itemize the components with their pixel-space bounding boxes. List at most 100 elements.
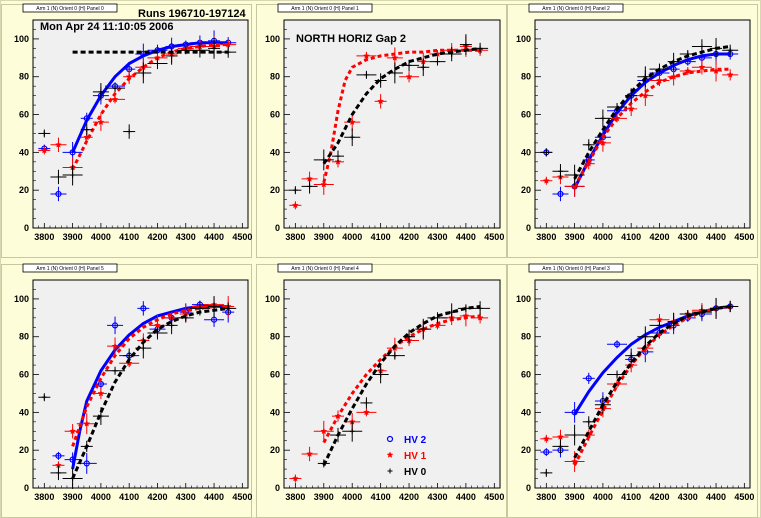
y-tick-label: 100 [265,294,280,304]
x-tick-label: 3800 [536,232,556,242]
x-tick-label: 4500 [734,232,754,242]
x-tick-label: 4300 [176,492,196,502]
data-point-hv2 [55,190,62,198]
y-tick-label: 40 [19,147,29,157]
x-tick-label: 4100 [621,232,641,242]
fit-curve-hv0 [71,306,229,480]
legend-label-hv2: HV 2 [404,435,427,446]
y-tick-label: 20 [270,445,280,455]
data-point-hv1 [405,72,413,80]
data-point-hv2 [83,460,90,467]
y-tick-label: 0 [526,223,531,233]
legend-label-hv1: HV 1 [404,451,427,462]
data-point-hv0 [628,353,634,359]
data-point-hv0 [557,168,563,174]
panel-title-box [277,263,373,273]
x-tick-label: 3900 [314,232,334,242]
data-point-hv1 [320,427,328,435]
data-point-hv0 [98,89,104,95]
data-point-hv0 [292,187,298,193]
panel-border [1,4,252,258]
y-tick-label: 0 [24,483,29,493]
data-point-hv0 [434,315,440,321]
x-tick-label: 4100 [371,492,391,502]
data-point-hv0 [112,85,118,91]
x-tick-label: 4000 [342,232,362,242]
x-tick-label: 4200 [399,492,419,502]
data-point-hv0 [406,62,412,68]
x-tick-label: 4100 [621,492,641,502]
panel-title: Arm 1 (N) Orient 0 (H) Panel 1 [277,3,373,13]
data-point-hv1 [362,52,370,59]
data-point-hv0 [406,334,412,340]
data-point-hv0 [112,368,118,374]
y-tick-label: 80 [521,332,531,342]
x-tick-label: 4200 [649,492,669,502]
x-tick-label: 4500 [232,492,252,502]
x-tick-label: 4300 [427,492,447,502]
panel-border [507,4,758,258]
panel-border [256,4,507,258]
x-tick-label: 4500 [484,492,504,502]
x-tick-label: 4000 [342,492,362,502]
data-point-hv1 [69,427,77,435]
x-tick-label: 4400 [706,492,726,502]
x-tick-label: 4200 [649,232,669,242]
panel-title-text: Arm 1 (N) Orient 0 (H) Panel 3 [542,266,610,272]
x-tick-label: 4300 [427,232,447,242]
y-tick-label: 100 [516,294,531,304]
panel-4: Arm 1 (N) Orient 0 (H) Panel 4 3800 3900 40… [256,263,507,518]
x-tick-label: 4000 [593,232,613,242]
data-point-hv0 [434,59,440,65]
plot-frame [534,279,751,489]
data-point-hv0 [392,70,398,76]
data-point-hv0 [349,428,355,434]
x-tick-label: 4400 [204,232,224,242]
y-tick-label: 80 [19,72,29,82]
data-point-hv0 [586,142,592,148]
series-hv0 [317,301,491,468]
data-point-hv1 [320,180,328,188]
fit-curve-hv2 [71,41,229,154]
panel-0: Arm 1 (N) Orient 0 (H) Panel 0 3800 3900 40… [1,3,252,258]
data-point-hv0 [197,305,203,311]
panel-annotation: NORTH HORIZ Gap 2 [296,33,406,45]
y-tick-label: 40 [270,147,280,157]
data-point-hv0 [543,149,549,155]
data-point-hv0 [699,43,705,49]
data-point-hv0 [126,129,132,135]
x-tick-label: 3800 [285,232,305,242]
y-tick-label: 40 [521,147,531,157]
data-point-hv0 [586,419,592,425]
panel-title-box [277,3,373,13]
data-point-hv0 [140,345,146,351]
y-tick-label: 40 [521,407,531,417]
x-tick-label: 3800 [34,492,54,502]
data-point-hv0 [392,353,398,359]
data-point-hv0 [140,70,146,76]
data-point-hv2 [140,305,147,312]
data-point-hv1 [153,321,161,329]
series-hv0 [38,37,237,186]
panel-2: Arm 1 (N) Orient 0 (H) Panel 2 3800 3900 40… [507,3,758,258]
x-tick-label: 4400 [706,232,726,242]
y-tick-label: 100 [516,34,531,44]
x-tick-label: 4400 [456,232,476,242]
data-point-hv0 [197,47,203,53]
fit-curve-hv0 [573,305,731,459]
x-tick-label: 4100 [371,232,391,242]
panel-title-box [528,3,624,13]
fit-curve-hv1 [322,48,481,183]
y-tick-label: 20 [19,185,29,195]
legend-marker-hv2 [386,435,394,443]
data-point-hv1 [391,54,399,61]
data-point-hv1 [111,95,119,103]
data-point-hv0 [420,64,426,70]
fit-curve-hv0 [573,45,731,180]
data-point-hv0 [335,153,341,159]
data-point-hv0 [41,130,47,136]
x-tick-label: 4500 [232,232,252,242]
panel-title-text: Arm 1 (N) Orient 0 (H) Panel 0 [36,6,104,12]
data-point-hv0 [557,443,563,449]
y-tick-label: 0 [275,223,280,233]
